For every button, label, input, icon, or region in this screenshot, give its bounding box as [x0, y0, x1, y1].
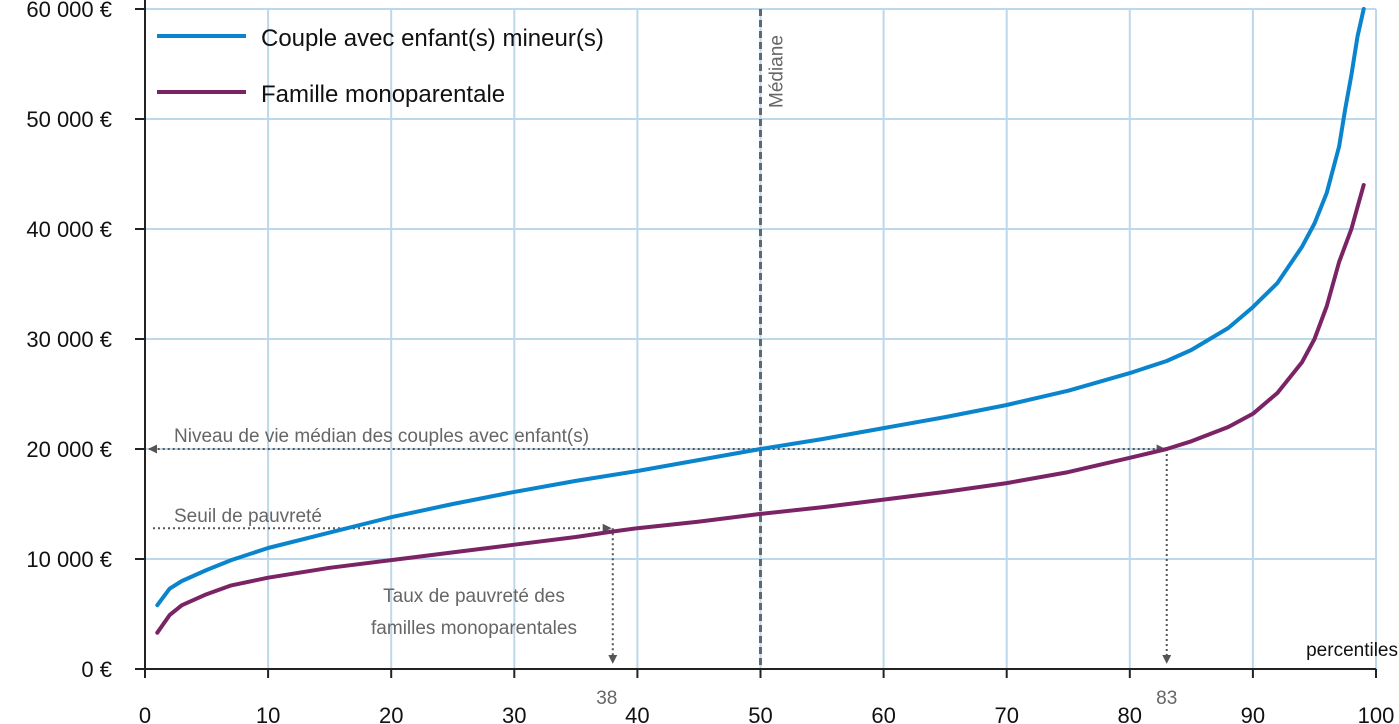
poverty-rate-label-2: familles monoparentales — [371, 618, 577, 639]
y-tick-label: 30 000 € — [26, 327, 112, 352]
series — [155, 7, 1366, 635]
poverty-rate-label-1: Taux de pauvreté des — [383, 586, 565, 607]
y-tick-label: 10 000 € — [26, 547, 112, 572]
y-tick-label: 20 000 € — [26, 437, 112, 462]
series-line-2 — [155, 183, 1366, 635]
x-tick-label: 70 — [994, 703, 1018, 724]
x-tick-label: 100 — [1358, 703, 1395, 724]
x-tick-label: 80 — [1118, 703, 1142, 724]
x-tick-label: 90 — [1241, 703, 1265, 724]
y-tick-label: 60 000 € — [26, 0, 112, 22]
series-line-1 — [155, 7, 1366, 608]
y-tick-label: 0 € — [81, 657, 112, 682]
poverty-label: Seuil de pauvreté — [174, 506, 322, 527]
x-tick-label: 60 — [871, 703, 895, 724]
y-tick-label: 40 000 € — [26, 217, 112, 242]
axes: 0 € 10 000 € 20 000 € 30 000 € 40 000 € 50 00… — [26, 0, 1398, 724]
legend: Couple avec enfant(s) mineur(s) Famille m… — [157, 25, 604, 108]
median-income-label: Niveau de vie médian des couples avec en… — [174, 426, 589, 447]
x-tick-label: 10 — [256, 703, 280, 724]
x-tick-label: 20 — [379, 703, 403, 724]
y-tick-label: 50 000 € — [26, 107, 112, 132]
x-tick-label: 30 — [502, 703, 526, 724]
marker-38-label: 38 — [596, 688, 617, 709]
legend-label-2: Famille monoparentale — [261, 81, 505, 108]
legend-label-1: Couple avec enfant(s) mineur(s) — [261, 25, 604, 52]
marker-83-label: 83 — [1156, 688, 1177, 709]
x-axis-label: percentiles — [1306, 640, 1398, 661]
reference-lines: Médiane Niveau de vie médian des couples … — [148, 9, 1177, 709]
x-tick-label: 50 — [748, 703, 772, 724]
x-tick-label: 40 — [625, 703, 649, 724]
median-label: Médiane — [767, 35, 788, 108]
x-tick-label: 0 — [139, 703, 151, 724]
